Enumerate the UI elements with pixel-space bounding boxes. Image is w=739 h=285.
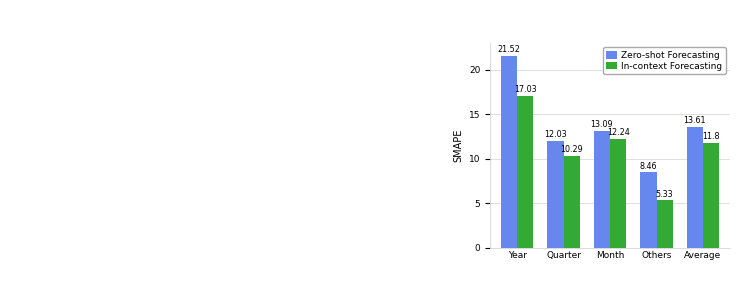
Y-axis label: SMAPE: SMAPE bbox=[453, 129, 463, 162]
Text: 13.61: 13.61 bbox=[684, 116, 706, 125]
Text: 12.24: 12.24 bbox=[607, 128, 630, 137]
Text: 17.03: 17.03 bbox=[514, 85, 537, 94]
Legend: Zero-shot Forecasting, In-context Forecasting: Zero-shot Forecasting, In-context Foreca… bbox=[603, 47, 726, 74]
Bar bbox=[548, 141, 564, 248]
Bar bbox=[564, 156, 580, 248]
Text: 5.33: 5.33 bbox=[655, 190, 673, 199]
Text: 11.8: 11.8 bbox=[702, 132, 720, 141]
Bar bbox=[517, 96, 534, 248]
Text: 10.29: 10.29 bbox=[560, 145, 583, 154]
Bar bbox=[703, 143, 719, 248]
Text: 21.52: 21.52 bbox=[497, 45, 520, 54]
Bar bbox=[501, 56, 517, 248]
Text: 13.09: 13.09 bbox=[590, 120, 613, 129]
Bar bbox=[610, 139, 627, 248]
Text: 12.03: 12.03 bbox=[544, 130, 567, 139]
Bar bbox=[656, 200, 672, 248]
Bar bbox=[593, 131, 610, 248]
Text: 8.46: 8.46 bbox=[640, 162, 657, 171]
Bar bbox=[687, 127, 703, 248]
Bar bbox=[640, 172, 656, 248]
